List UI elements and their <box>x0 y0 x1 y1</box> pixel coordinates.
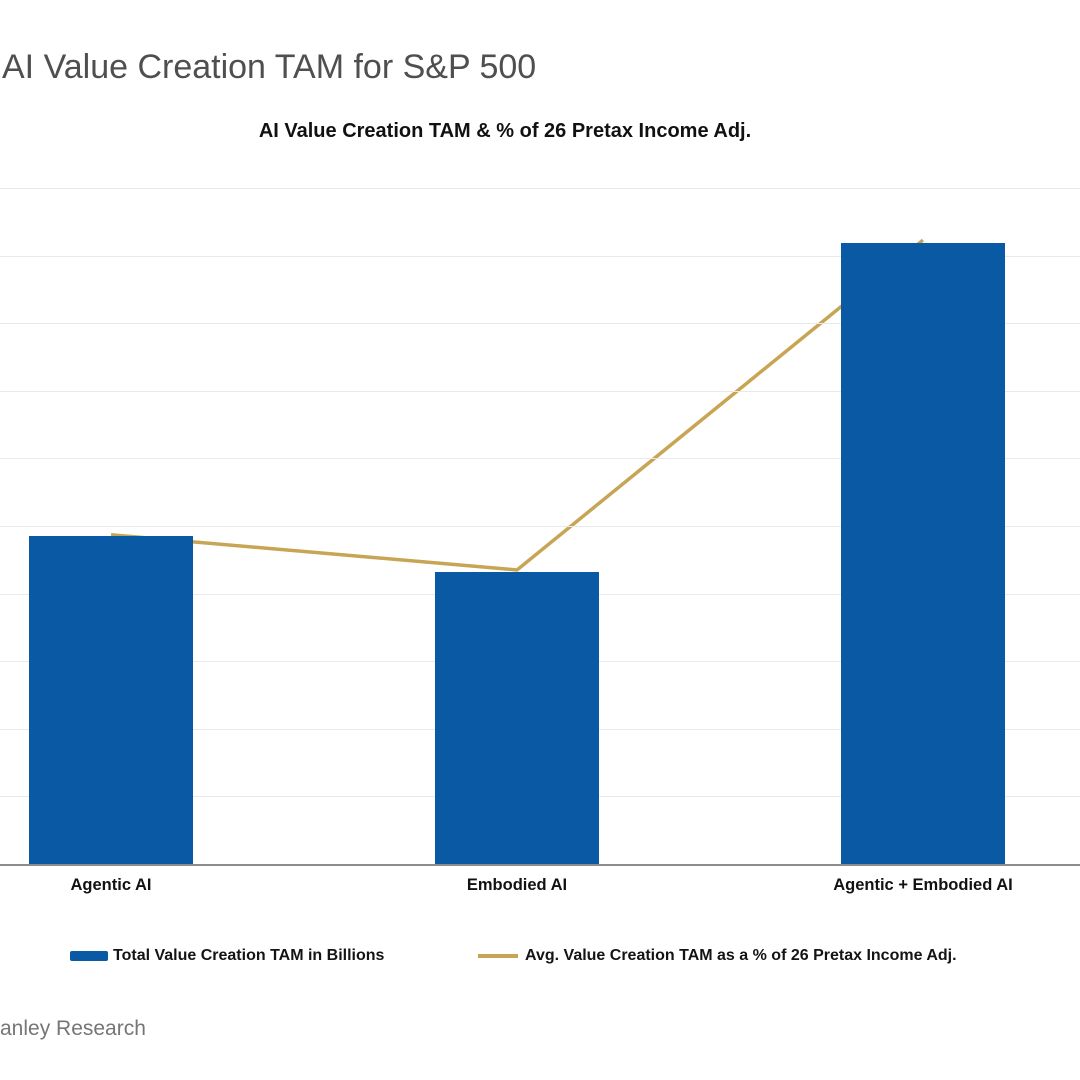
source-attribution: anley Research <box>0 1017 146 1040</box>
legend: Total Value Creation TAM in Billions Avg… <box>0 944 1080 970</box>
plot-area <box>0 188 1080 866</box>
line-series-path <box>110 238 925 572</box>
bar-agentic-ai <box>29 536 193 864</box>
gridline <box>0 526 1080 527</box>
page-title: AI Value Creation TAM for S&P 500 <box>2 48 537 86</box>
gridline <box>0 458 1080 460</box>
line-series-swatch <box>478 954 518 958</box>
legend-item-line-series: Avg. Value Creation TAM as a % of 26 Pre… <box>478 944 957 968</box>
x-axis-label-agentic-embodied-ai: Agentic + Embodied AI <box>833 876 1013 894</box>
gridline <box>0 390 1080 392</box>
legend-item-bar-series: Total Value Creation TAM in Billions <box>70 944 384 968</box>
legend-label-bar-series: Total Value Creation TAM in Billions <box>113 947 385 964</box>
bar-embodied-ai <box>435 571 599 864</box>
bar-series-swatch <box>70 951 108 961</box>
legend-label-line-series: Avg. Value Creation TAM as a % of 26 Pre… <box>525 947 957 964</box>
gridline <box>0 323 1080 325</box>
x-axis-label-embodied-ai: Embodied AI <box>466 876 568 894</box>
tam-percent-line <box>110 238 925 572</box>
x-axis-label-agentic-ai: Agentic AI <box>70 876 152 894</box>
chart-subtitle: AI Value Creation TAM & % of 26 Pretax I… <box>258 120 752 142</box>
bar-agentic-embodied-ai <box>841 242 1005 864</box>
gridline <box>0 188 1080 189</box>
gridline <box>0 255 1080 257</box>
x-axis-labels: Agentic AI Embodied AI Agentic + Embodied … <box>0 876 1080 900</box>
